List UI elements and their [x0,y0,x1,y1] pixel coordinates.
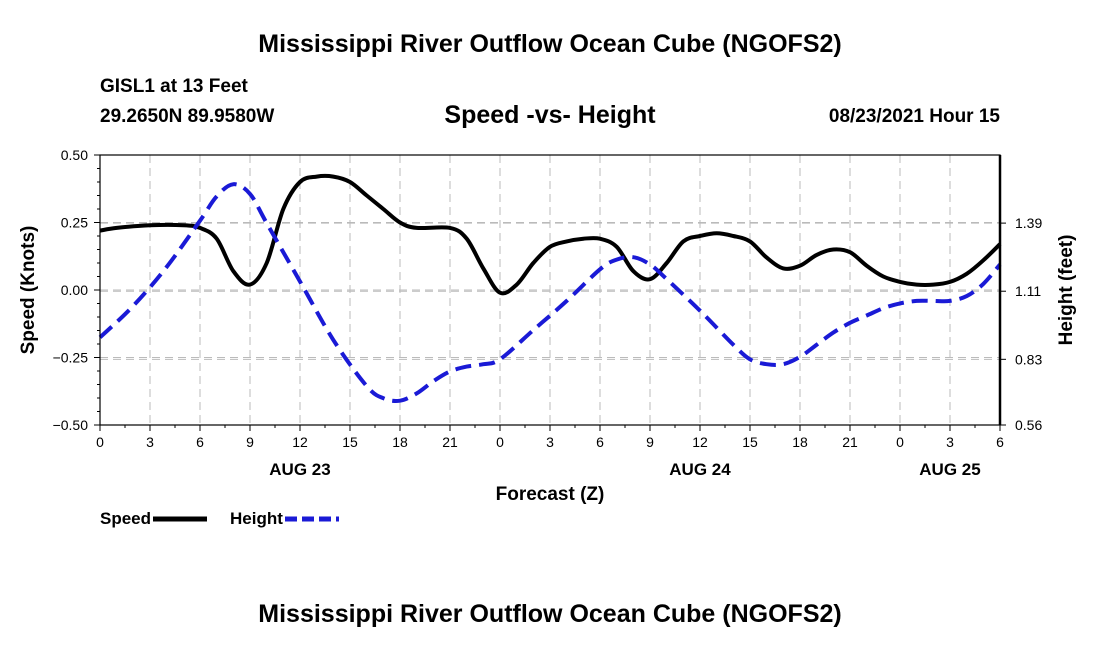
y2-tick-label: 0.56 [1015,417,1042,433]
x-axis-label: Forecast (Z) [496,484,605,505]
forecast-timestamp: 08/23/2021 Hour 15 [828,106,1000,127]
x-tick-label: 0 [496,434,504,450]
x-tick-label: 18 [792,434,808,450]
date-label: AUG 23 [269,460,330,479]
legend-speed: Speed [100,509,208,529]
axis-ticks: 0 3 6 9 12 15 18 21 0 3 6 9 12 15 18 21 0 3 6 AUG 23 AUG 24 A… [53,147,1043,479]
y2-tick-label: 1.11 [1015,283,1041,299]
legend-speed-label: Speed [100,509,152,528]
x-tick-label: 6 [196,434,204,450]
y-tick-label: −0.25 [53,350,89,366]
legend-height-label: Height [230,509,283,528]
y-tick-label: −0.50 [53,417,89,433]
y2-axis-label: Height (feet) [1056,235,1077,346]
y-tick-label: 0.50 [61,147,88,163]
series-lines [98,173,1002,403]
x-tick-label: 6 [996,434,1004,450]
series-line-height [98,182,1002,403]
chart-title: Mississippi River Outflow Ocean Cube (NG… [258,30,842,58]
x-tick-label: 12 [292,434,308,450]
footer-title: Mississippi River Outflow Ocean Cube (NG… [258,600,842,628]
x-tick-label: 6 [596,434,604,450]
x-tick-label: 12 [692,434,708,450]
grid-lines [100,155,1000,425]
x-tick-label: 15 [742,434,758,450]
legend-height: Height [230,509,339,529]
x-tick-label: 9 [246,434,254,450]
date-label: AUG 25 [919,460,980,479]
x-tick-label: 9 [646,434,654,450]
legend-height-swatch [284,516,339,522]
y-axis-label: Speed (Knots) [18,226,39,355]
x-tick-label: 3 [946,434,954,450]
y-tick-label: 0.25 [61,215,88,231]
station-coordinates: 29.2650N 89.9580W [100,106,275,127]
x-tick-label: 18 [392,434,408,450]
y-tick-label: 0.00 [61,282,88,298]
x-tick-label: 21 [842,434,858,450]
x-tick-label: 21 [442,434,458,450]
x-tick-label: 0 [96,434,104,450]
y2-tick-label: 1.39 [1015,215,1042,231]
x-tick-label: 15 [342,434,358,450]
x-tick-label: 3 [546,434,554,450]
x-tick-label: 3 [146,434,154,450]
x-tick-label: 0 [896,434,904,450]
date-label: AUG 24 [669,460,731,479]
legend-speed-swatch [153,516,208,522]
chart-subtitle: Speed -vs- Height [444,101,656,129]
y2-tick-label: 0.83 [1015,351,1042,367]
station-name: GISL1 at 13 Feet [100,76,248,97]
